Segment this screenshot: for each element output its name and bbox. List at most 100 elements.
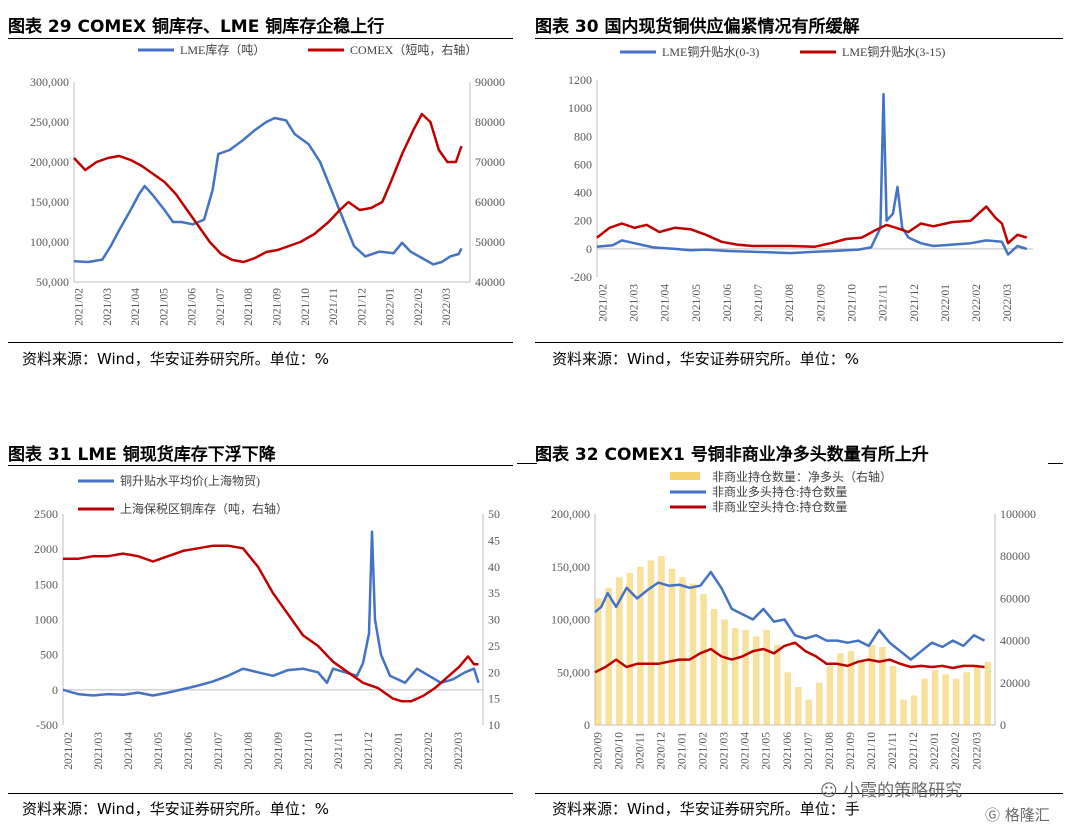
series-line-1 xyxy=(596,205,1028,248)
x-tick-label: 2021/10 xyxy=(303,732,315,770)
net-long-bar xyxy=(700,594,707,725)
series-line-0 xyxy=(596,92,1028,256)
net-long-bar xyxy=(889,665,897,725)
x-tick-label: 2021/11 xyxy=(887,732,899,770)
y-left-tick-label: 300,000 xyxy=(30,75,69,89)
x-tick-label: 2020/09 xyxy=(592,732,604,770)
chart30-source-rule xyxy=(535,342,1063,343)
y-right-tick-label: 80000 xyxy=(1000,549,1030,563)
x-tick-label: 2021/10 xyxy=(300,288,312,326)
x-tick-label: 2021/12 xyxy=(908,732,920,770)
x-tick-label: 2021/05 xyxy=(761,732,773,770)
y-right-tick-label: 35 xyxy=(488,586,500,600)
y-right-tick-label: 50 xyxy=(488,507,500,521)
y-right-tick-label: 40000 xyxy=(475,275,505,289)
y-left-tick-label: 250,000 xyxy=(30,115,69,129)
x-tick-label: 2021/04 xyxy=(740,732,752,770)
x-tick-label: 2021/02 xyxy=(698,732,710,770)
y-right-tick-label: 30 xyxy=(488,613,500,627)
net-long-bar xyxy=(595,598,602,725)
y-left-tick-label: -500 xyxy=(36,718,58,732)
glh-logo-text: 格隆汇 xyxy=(1004,806,1050,824)
y-right-tick-label: 10 xyxy=(488,718,500,732)
x-tick-label: 2021/02 xyxy=(73,288,85,326)
chart30-source: 资料来源：Wind，华安证券研究所。单位：% xyxy=(552,350,859,368)
x-tick-label: 2022/03 xyxy=(971,732,983,770)
legend-label: 非商业多头持仓:持仓数量 xyxy=(712,484,847,499)
chart29-source: 资料来源：Wind，华安证券研究所。单位：% xyxy=(22,350,329,368)
chart29-title: 图表 29 COMEX 铜库存、LME 铜库存企稳上行 xyxy=(8,17,385,37)
x-tick-label: 2021/05 xyxy=(691,284,703,322)
x-tick-label: 2021/06 xyxy=(722,284,734,322)
chart31-source-rule xyxy=(8,793,513,794)
y-left-tick-label: 150,000 xyxy=(30,195,69,209)
y-right-tick-label: 40000 xyxy=(1000,634,1030,648)
chart31-title-rule xyxy=(8,465,513,466)
x-tick-label: 2022/02 xyxy=(423,732,435,770)
net-long-bar xyxy=(752,636,760,725)
net-long-bar xyxy=(816,682,823,725)
y-left-tick-label: 500 xyxy=(40,648,58,662)
x-tick-label: 2021/04 xyxy=(123,732,135,770)
net-long-bar xyxy=(626,573,634,725)
x-tick-label: 2021/11 xyxy=(333,732,345,770)
legend-label: LME铜升贴水(0-3) xyxy=(662,44,759,59)
y-left-tick-label: 800 xyxy=(574,129,592,143)
series-line-1 xyxy=(73,112,463,264)
y-left-tick-label: 50,000 xyxy=(557,665,590,679)
net-long-bar xyxy=(679,577,686,725)
net-long-bar xyxy=(858,661,865,725)
y-left-tick-label: 1000 xyxy=(34,613,58,627)
x-tick-label: 2021/04 xyxy=(130,288,142,326)
x-tick-label: 2021/08 xyxy=(243,288,255,326)
glh-logo-icon: Ⓖ xyxy=(985,806,1001,824)
y-right-tick-label: 15 xyxy=(488,692,500,706)
y-left-tick-label: 0 xyxy=(586,242,592,256)
y-left-tick-label: 400 xyxy=(574,186,592,200)
x-tick-label: 2021/03 xyxy=(628,284,640,322)
x-tick-label: 2021/02 xyxy=(63,732,75,770)
chart32-source-rule xyxy=(535,793,1063,794)
series-line-1 xyxy=(594,641,985,674)
net-long-bar xyxy=(721,619,728,725)
legend-label: LME库存（吨） xyxy=(180,42,265,57)
x-tick-label: 2022/02 xyxy=(413,288,425,326)
x-tick-label: 2021/09 xyxy=(271,288,283,326)
series-line-0 xyxy=(62,530,480,697)
y-right-tick-label: 70000 xyxy=(475,155,505,169)
x-tick-label: 2021/06 xyxy=(183,732,195,770)
x-tick-label: 2021/07 xyxy=(753,284,765,322)
x-tick-label: 2021/03 xyxy=(102,288,114,326)
chart30-title-rule xyxy=(535,38,1063,39)
x-tick-label: 2021/04 xyxy=(660,284,672,322)
x-tick-label: 2021/10 xyxy=(866,732,878,770)
net-long-bar xyxy=(837,653,844,725)
legend-label: 铜升贴水平均价(上海物贸) xyxy=(120,473,260,488)
y-right-tick-label: 100000 xyxy=(1000,507,1036,521)
net-long-bar xyxy=(731,627,739,725)
x-tick-label: 2021/11 xyxy=(878,284,890,322)
y-right-tick-label: 50000 xyxy=(475,235,505,249)
x-tick-label: 2021/08 xyxy=(824,732,836,770)
x-tick-label: 2022/01 xyxy=(385,288,397,326)
net-long-bar xyxy=(984,661,992,725)
legend-label: 非商业空头持仓:持仓数量 xyxy=(712,499,847,514)
y-left-tick-label: 200,000 xyxy=(30,155,69,169)
y-left-tick-label: 200 xyxy=(574,214,592,228)
x-tick-label: 2021/03 xyxy=(93,732,105,770)
x-tick-label: 2022/03 xyxy=(1002,284,1014,322)
y-right-tick-label: 20 xyxy=(488,665,500,679)
net-long-bar xyxy=(879,646,886,725)
wechat-watermark: ☺ 小霞的策略研究 xyxy=(820,776,962,801)
y-right-tick-label: 90000 xyxy=(475,75,505,89)
net-long-bar xyxy=(668,568,676,725)
net-long-bar xyxy=(921,678,928,725)
y-right-tick-label: 25 xyxy=(488,639,500,653)
y-right-tick-label: 45 xyxy=(488,533,500,547)
series-line-0 xyxy=(73,116,463,266)
x-tick-label: 2021/09 xyxy=(815,284,827,322)
chart30-title: 图表 30 国内现货铜供应偏紧情况有所缓解 xyxy=(535,17,860,37)
x-tick-label: 2021/07 xyxy=(213,732,225,770)
x-tick-label: 2021/12 xyxy=(909,284,921,322)
net-long-bar xyxy=(973,665,981,725)
